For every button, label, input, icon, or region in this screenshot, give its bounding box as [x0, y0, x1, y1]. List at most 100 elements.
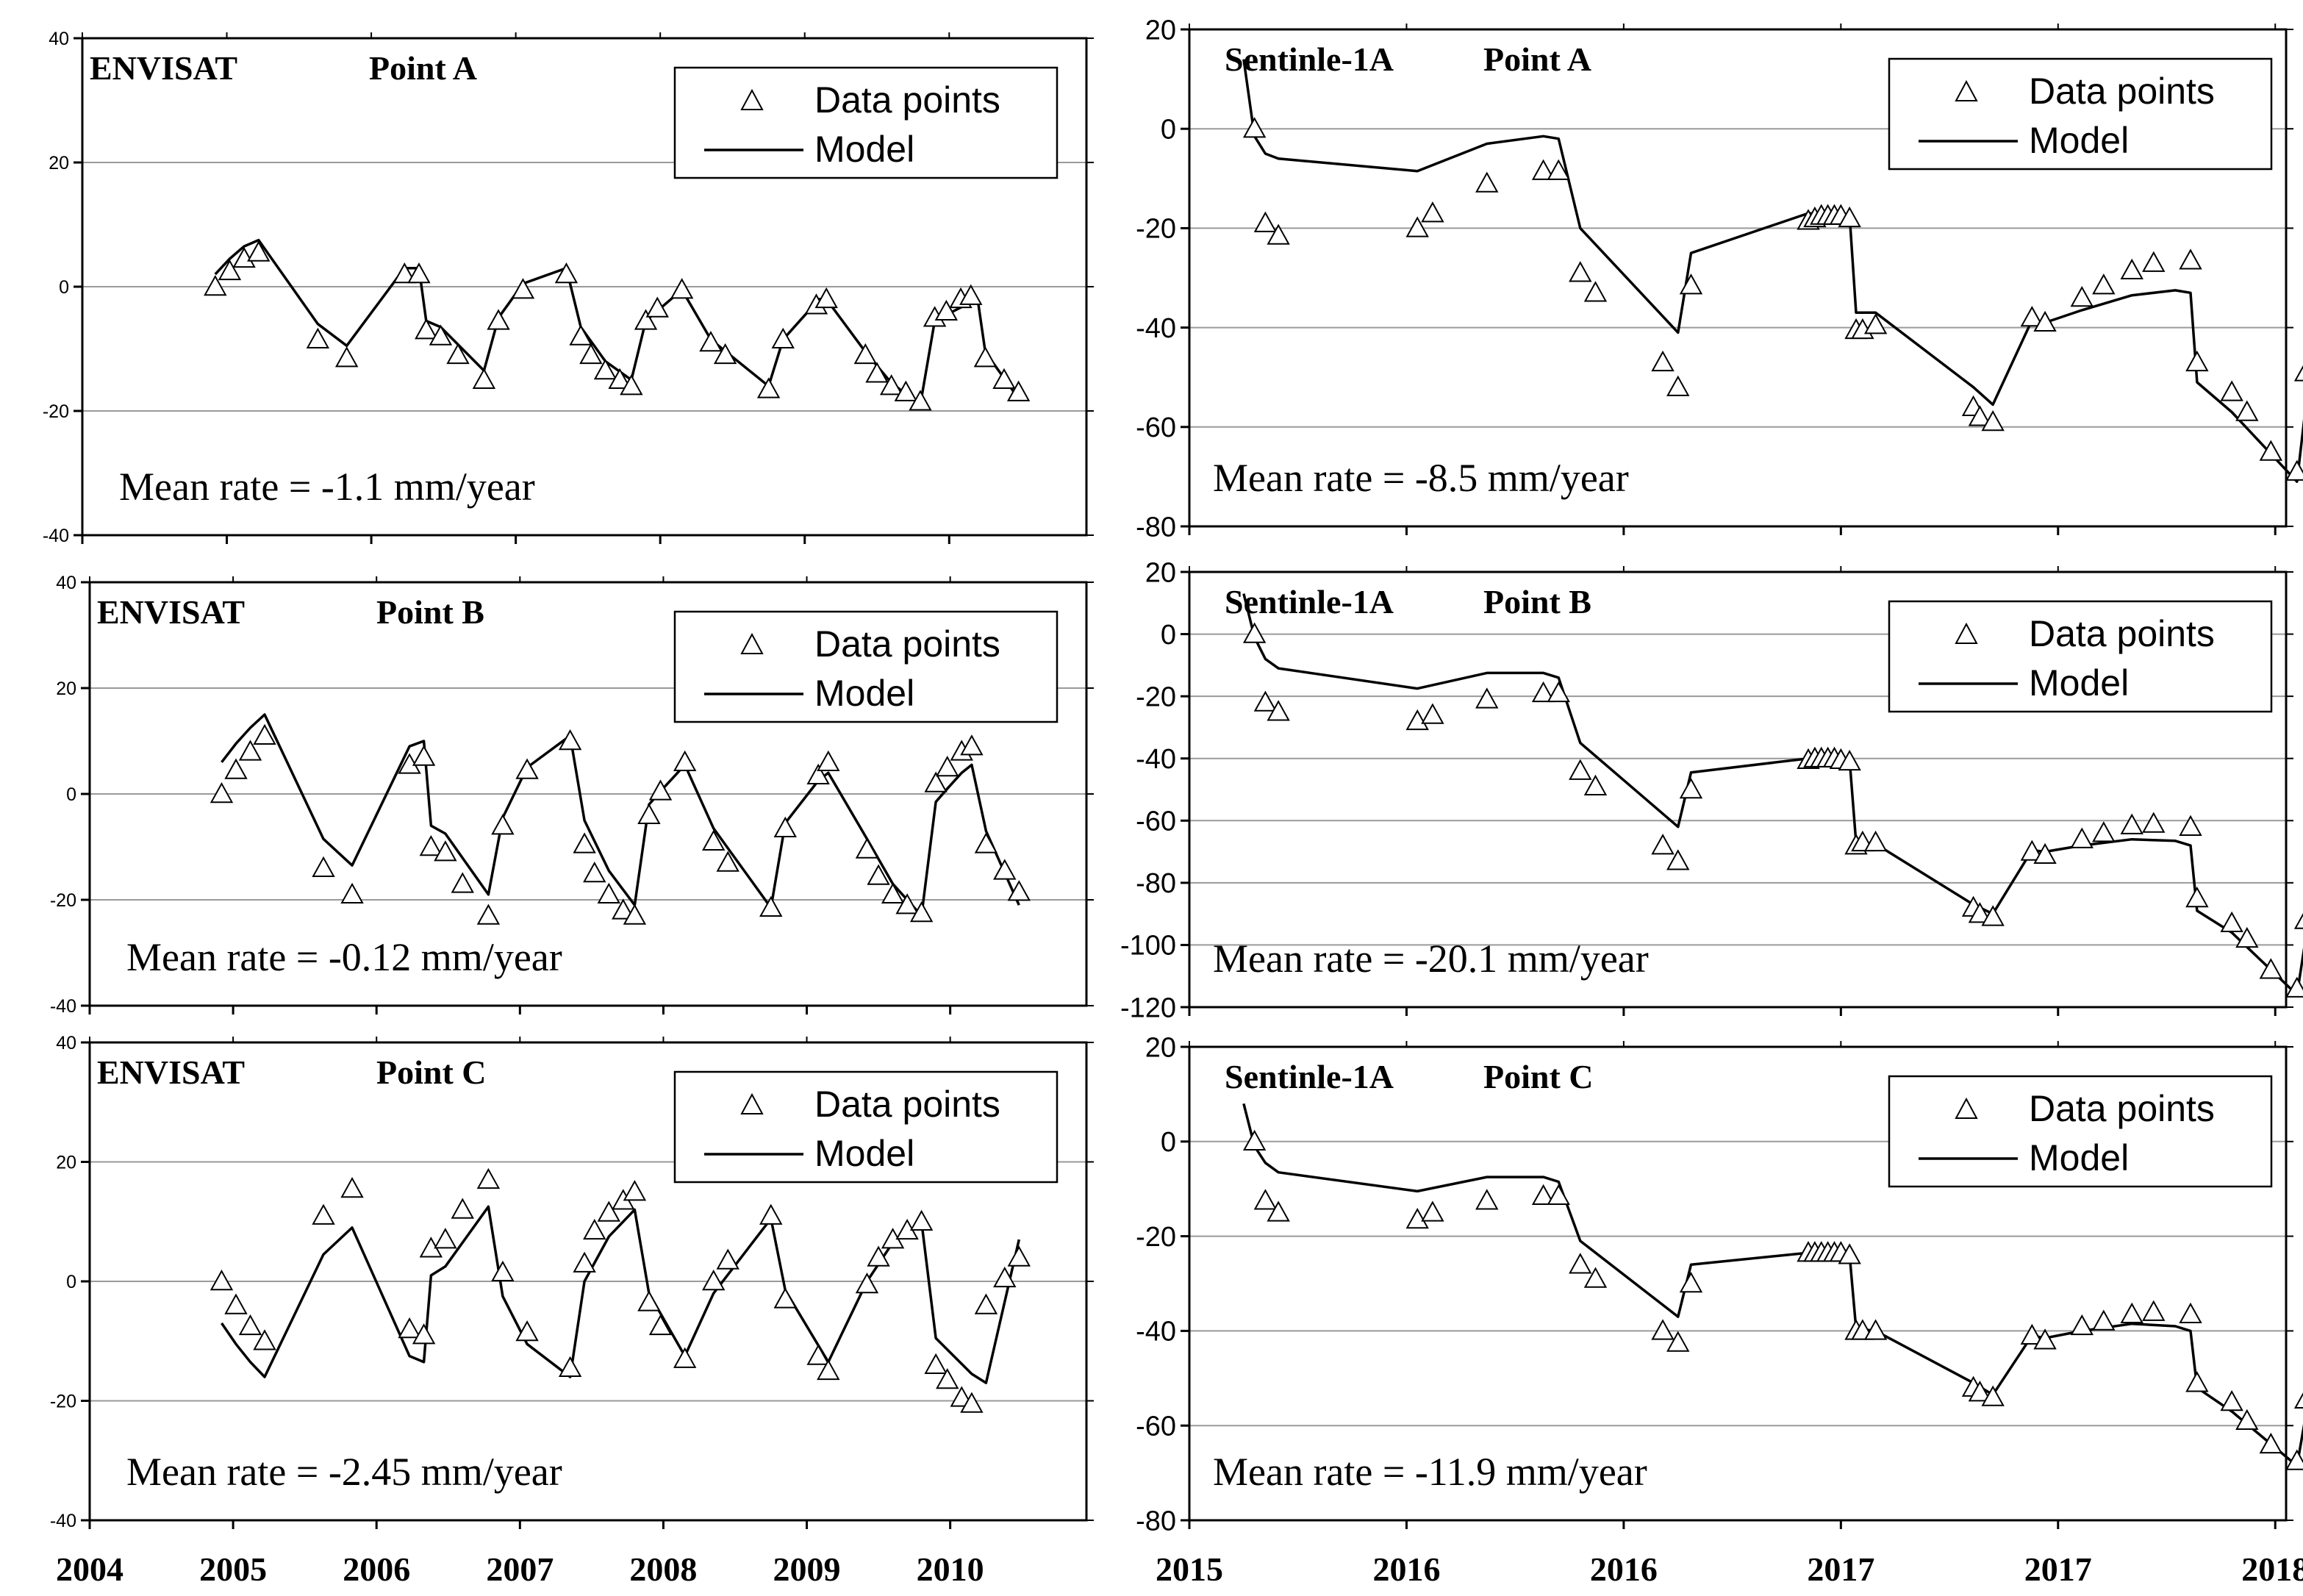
data-point: [2120, 258, 2143, 280]
panel-title: ENVISAT: [90, 49, 237, 87]
data-point: [960, 1392, 984, 1413]
y-tick-label: 0: [1161, 115, 1176, 146]
data-point: [623, 903, 647, 925]
data-point: [1267, 223, 1290, 245]
data-point: [1007, 880, 1031, 901]
panel-subtitle: Point A: [1483, 40, 1591, 78]
panel-title: Sentinle-1A: [1225, 40, 1394, 78]
y-tick-label: 0: [66, 784, 76, 805]
panel-4: -120 -100 -80 -60 -40 -20 0 20 Sentinle-1A Point …: [1120, 557, 2303, 1023]
legend-model-label: Model: [814, 673, 914, 714]
x-tick-label-right: 2018: [2241, 1550, 2303, 1588]
data-point: [974, 832, 998, 854]
y-tick-label: 20: [49, 153, 69, 173]
data-point: [583, 1218, 606, 1240]
data-point: [2142, 1300, 2166, 1321]
y-tick-label: -80: [1136, 512, 1176, 543]
data-point: [1981, 409, 2005, 432]
data-point: [1583, 281, 1608, 302]
data-point: [1253, 211, 1278, 232]
data-point: [2185, 350, 2209, 372]
mean-rate-annotation: Mean rate = -20.1 mm/year: [1213, 937, 1649, 981]
legend-data-label: Data points: [2029, 613, 2215, 654]
data-point: [2293, 365, 2303, 382]
data-point: [1583, 774, 1608, 795]
data-point: [855, 837, 879, 859]
y-tick-label: 20: [1145, 557, 1176, 588]
data-point: [2179, 1302, 2202, 1324]
data-point: [573, 1251, 596, 1273]
legend-triangle-icon: [1955, 79, 1978, 101]
panel-1: -40 -20 0 20 40 ENVISAT Point A Data points Mode…: [43, 29, 1094, 546]
x-tick-label-right: 2017: [2024, 1550, 2092, 1588]
y-tick-label: -60: [1136, 1411, 1176, 1442]
data-point: [702, 1269, 726, 1291]
x-tick-label-left: 2009: [773, 1550, 841, 1588]
data-point: [1531, 1184, 1555, 1206]
data-point: [623, 1180, 647, 1201]
data-point: [2259, 1432, 2283, 1454]
data-point: [612, 898, 635, 920]
data-point: [2285, 1449, 2303, 1470]
data-point: [487, 309, 510, 330]
data-point: [340, 1177, 364, 1198]
data-point: [973, 346, 998, 368]
y-tick-label: -20: [1136, 214, 1176, 245]
data-point: [1981, 1385, 2005, 1406]
data-point: [2020, 306, 2044, 327]
mean-rate-annotation: Mean rate = -11.9 mm/year: [1213, 1450, 1647, 1494]
data-point: [597, 1200, 620, 1222]
legend-triangle-icon: [1955, 1097, 1978, 1119]
data-point: [1267, 700, 1290, 721]
data-point: [2220, 911, 2243, 933]
data-point: [648, 779, 673, 801]
legend-data-label: Data points: [814, 623, 1000, 665]
data-point: [334, 346, 359, 368]
data-point: [554, 262, 579, 284]
data-point: [253, 723, 276, 745]
y-tick-label: -40: [50, 1511, 76, 1531]
x-tick-label-left: 2010: [917, 1550, 984, 1588]
data-point: [1007, 1245, 1031, 1267]
data-point: [2235, 400, 2259, 421]
panel-3: -40 -20 0 20 40 ENVISAT Point B Data points Mode…: [50, 573, 1094, 1017]
data-point: [1651, 834, 1675, 855]
data-point: [1679, 1271, 1703, 1293]
data-point: [699, 330, 723, 352]
data-point: [673, 750, 697, 771]
data-point: [579, 343, 603, 365]
legend-model-label: Model: [814, 129, 914, 170]
x-tick-label-right: 2016: [1590, 1550, 1658, 1588]
x-tick-label-left: 2004: [56, 1550, 123, 1588]
y-tick-label: -40: [1136, 744, 1176, 775]
model-line: [221, 713, 1020, 917]
data-point: [412, 745, 436, 766]
data-point: [2120, 813, 2143, 834]
data-point: [312, 856, 335, 877]
data-point: [817, 750, 840, 771]
y-tick-label: 0: [66, 1272, 76, 1292]
data-point: [867, 864, 890, 885]
data-point: [209, 1269, 234, 1291]
data-point: [224, 758, 248, 779]
data-point: [936, 755, 959, 777]
data-point: [814, 287, 838, 309]
data-point: [204, 274, 227, 296]
data-point: [2179, 248, 2202, 270]
data-point: [2070, 285, 2094, 307]
data-point: [415, 318, 438, 340]
legend-triangle-icon: [740, 1092, 764, 1114]
data-point: [702, 829, 726, 851]
plot-frame: [1188, 28, 2288, 528]
panel-title: ENVISAT: [97, 593, 245, 631]
y-tick-label: -20: [43, 401, 69, 422]
y-tick-label: 20: [1145, 15, 1176, 46]
data-point: [1475, 687, 1499, 709]
data-point: [2220, 1389, 2243, 1411]
y-tick-label: 40: [56, 1033, 76, 1053]
data-point: [1863, 313, 1888, 334]
panel-subtitle: Point A: [369, 49, 477, 87]
data-point: [1267, 1200, 1290, 1222]
data-point: [1547, 159, 1570, 180]
data-point: [773, 1287, 797, 1309]
